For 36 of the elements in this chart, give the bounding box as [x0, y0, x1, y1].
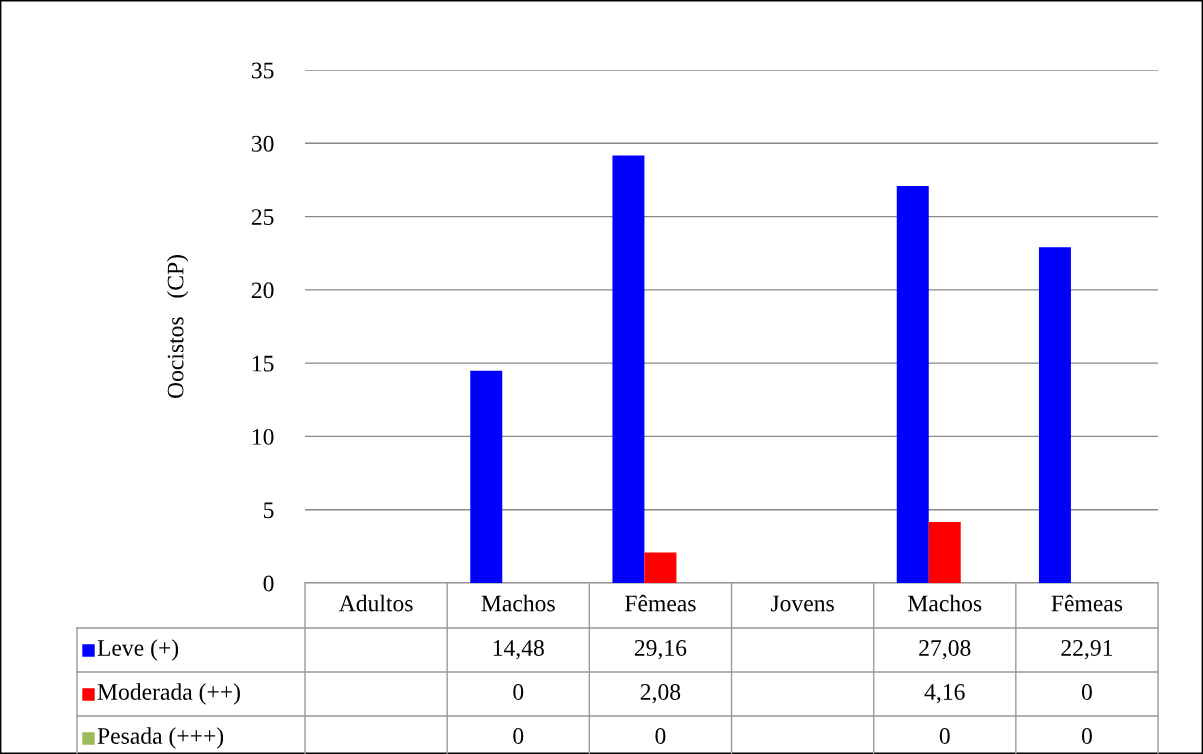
data-label: 0 — [939, 727, 950, 744]
x-tick-label: Adultos — [338, 594, 413, 612]
data-label: 0 — [513, 727, 524, 744]
y-tick-label: 25 — [251, 209, 274, 225]
legend-label: Moderada (++) — [97, 683, 240, 705]
data-label: 0 — [655, 727, 666, 744]
x-tick-label: Fêmeas — [625, 594, 696, 612]
x-tick-label: Jovens — [770, 595, 834, 612]
bar — [896, 186, 929, 583]
legend-label: Leve (+) — [97, 639, 179, 661]
bar — [1038, 247, 1071, 583]
data-label: 0 — [1081, 683, 1092, 700]
x-tick-label: Machos — [481, 594, 555, 612]
data-label: 29,16 — [634, 640, 687, 660]
y-tick-label: 15 — [252, 355, 274, 372]
data-label: 22,91 — [1061, 640, 1113, 660]
legend-label: Pesada (+++) — [97, 727, 224, 749]
y-tick-label: 20 — [251, 282, 274, 299]
data-label: 27,08 — [919, 639, 971, 660]
y-tick-label: 5 — [264, 502, 274, 519]
data-label: 4,16 — [924, 684, 965, 704]
data-label: 0 — [513, 683, 524, 700]
x-tick-label: Fêmeas — [1051, 594, 1123, 612]
y-tick-label: 10 — [252, 428, 274, 445]
bar — [470, 370, 503, 583]
data-label: 2,08 — [640, 683, 681, 704]
y-tick-label: 30 — [251, 135, 274, 152]
x-tick-label: Machos — [908, 594, 982, 612]
y-tick-label: 0 — [263, 575, 274, 592]
bar — [612, 155, 645, 583]
bar — [644, 552, 677, 583]
y-axis-title: Oocistos (CP) — [166, 255, 189, 399]
y-tick-label: 35 — [251, 62, 274, 79]
data-label: 0 — [1081, 727, 1092, 744]
bar — [928, 522, 961, 583]
data-label: 14,48 — [493, 639, 544, 660]
